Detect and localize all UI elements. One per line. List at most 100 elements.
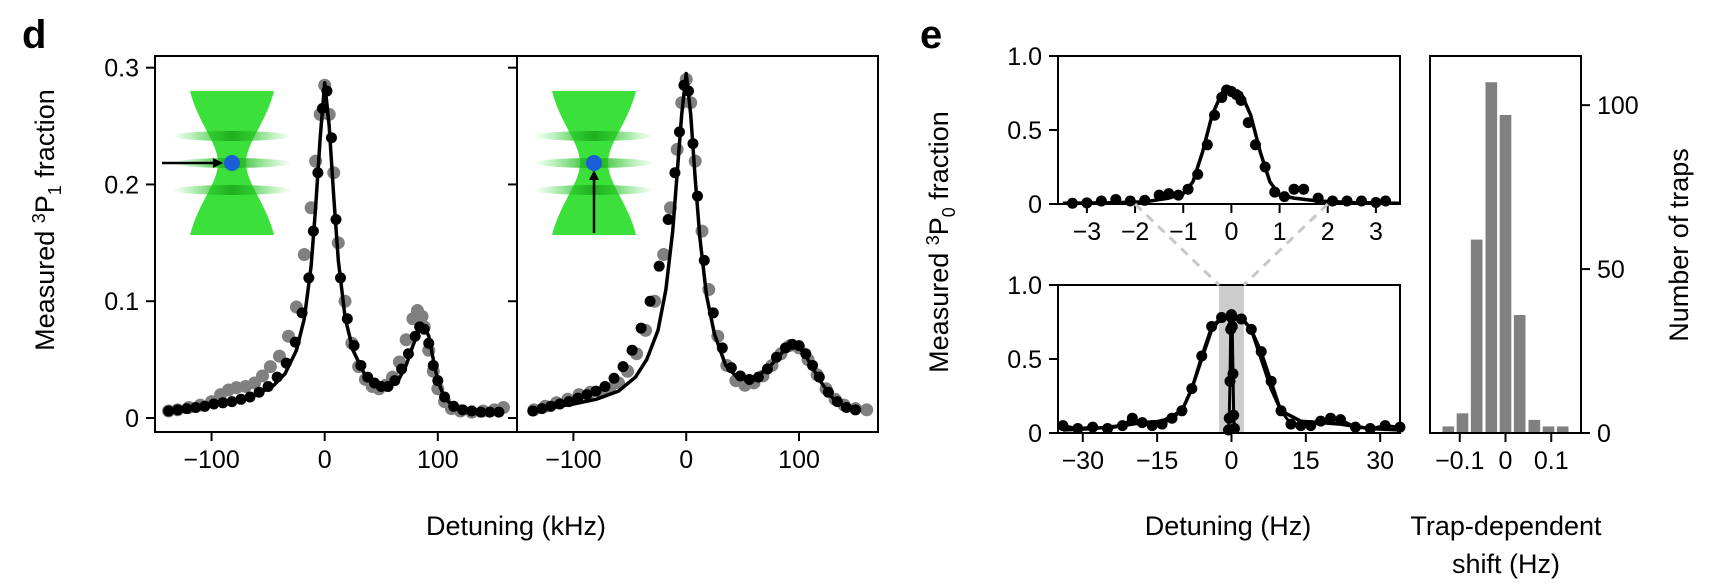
d-left-data-point [457, 404, 469, 416]
e-bottom-data-point [1146, 420, 1158, 432]
e-bottom-data-point [1364, 423, 1376, 435]
e-top-xtick-label: 2 [1321, 218, 1335, 246]
d-left-data-point [163, 405, 175, 417]
e-bottom-data-point [1057, 420, 1069, 432]
e-bottom-xtick-label: 0 [1225, 447, 1239, 475]
tweezer-radial-arrow-icon [534, 91, 654, 235]
hist-ylabel: Number of traps [1664, 148, 1694, 342]
d-right-data-point [707, 307, 719, 319]
d-left-xtick-label: 0 [318, 446, 332, 474]
d-left-data-point [439, 391, 451, 403]
d-right-data-point [698, 254, 710, 266]
d-right-data-point [608, 372, 620, 384]
d-left-data-point [262, 380, 274, 392]
hist-xtick-label: 0 [1499, 447, 1513, 475]
d-right-data-point [662, 213, 674, 225]
d-left-ytick-label: 0.1 [104, 288, 139, 316]
d-right-data-point [813, 371, 825, 383]
e-top-data-point [1259, 161, 1271, 173]
e-bottom-xtick-label: 30 [1366, 447, 1394, 475]
d-left-chart: −100 0 100 0 0.1 0.2 0.3 [104, 55, 518, 474]
d-left-data-point [312, 167, 324, 179]
d-right-data-point [770, 351, 782, 363]
e-top-xtick-label: −2 [1121, 218, 1150, 246]
e-bottom-data-point [1379, 420, 1391, 432]
e-top-data-point [1298, 183, 1310, 195]
d-left-data-point [280, 357, 292, 369]
e-bottom-ytick-label: 0.5 [1007, 346, 1042, 374]
d-left-data-point [355, 359, 367, 371]
e-top-xtick-label: 1 [1273, 218, 1287, 246]
hist-chart: −0.1 0 0.1 0 50 100 [1429, 55, 1639, 475]
e-top-data-point [1235, 94, 1247, 106]
tweezer-axial-arrow-icon [162, 91, 292, 235]
d-right-data-point [626, 344, 638, 356]
d-left-raw-point [255, 369, 269, 383]
d-left-data-point [217, 397, 229, 409]
d-right-raw-point [860, 403, 874, 417]
d-left-data-point [253, 386, 265, 398]
hist-bar [1542, 426, 1555, 433]
hist-xtick-label: 0.1 [1534, 447, 1569, 475]
e-top-data-point [1278, 191, 1290, 203]
d-right-data-point [563, 396, 575, 408]
d-right-xtick-label: 100 [778, 446, 820, 474]
e-xlabel: Detuning (Hz) [1145, 511, 1312, 541]
d-left-data-point [289, 336, 301, 348]
d-left-data-point [341, 313, 353, 325]
d-right-data-point [572, 392, 584, 404]
d-left-data-point [475, 406, 487, 418]
d-right-frame [516, 55, 879, 433]
hist-bar [1556, 426, 1569, 433]
e-top-data-point [1269, 186, 1281, 198]
e-bottom-data-point [1315, 415, 1327, 427]
d-left-data-point [208, 398, 220, 410]
e-top-data-point [1153, 189, 1165, 201]
hist-ytick-label: 50 [1597, 256, 1625, 284]
d-left-data-point [432, 375, 444, 387]
d-right-data-point [536, 403, 548, 415]
d-left-data-point [199, 400, 211, 412]
d-ylabel: Measured 3P1 fraction [29, 89, 65, 351]
d-left-data-point [396, 363, 408, 375]
hist-bar [1485, 82, 1498, 434]
d-left-data-point [181, 403, 193, 415]
hist-xlabel-line1: Trap-dependent [1410, 511, 1602, 541]
d-right-data-point [840, 401, 852, 413]
e-top-frame [1057, 55, 1401, 205]
e-bottom-data-point [1305, 420, 1317, 432]
d-right-data-point [800, 348, 812, 360]
e-ylabel: Measured 3P0 fraction [923, 111, 959, 373]
e-bottom-data-point [1245, 323, 1257, 335]
e-bottom-data-point [1156, 418, 1168, 430]
e-top-ytick-label: 0 [1028, 191, 1042, 219]
e-top-data-point [1201, 139, 1213, 151]
d-right-data-point [590, 385, 602, 397]
e-bottom-data-point [1228, 423, 1240, 435]
e-bottom-data-point [1255, 346, 1267, 358]
panel-label-d: d [22, 13, 46, 57]
d-left-data-point [244, 391, 256, 403]
e-top-data-point [1163, 188, 1175, 200]
d-left-data-point [235, 393, 247, 405]
d-right-data-point [849, 404, 861, 416]
e-bottom-data-point [1116, 420, 1128, 432]
d-right-data-point [831, 396, 843, 408]
d-left-data-point [226, 396, 238, 408]
d-right-data-point [752, 371, 764, 383]
e-bottom-data-point [1176, 405, 1188, 417]
e-bottom-data-point [1087, 421, 1099, 433]
d-left-data-point [418, 323, 430, 335]
d-left-ytick-label: 0 [125, 405, 139, 433]
d-left-raw-point [399, 333, 413, 347]
e-top-xtick-label: −3 [1073, 218, 1102, 246]
d-left-data-point [321, 85, 333, 97]
zoom-connector-left [1134, 202, 1221, 287]
e-top-ytick-label: 1.0 [1007, 43, 1042, 71]
e-bottom-data-point [1325, 412, 1337, 424]
e-bottom-data-point [1265, 375, 1277, 387]
d-right-data-point [692, 190, 703, 202]
e-bottom-data-point [1335, 414, 1347, 426]
d-left-data-point [389, 375, 401, 387]
d-left-data-point [316, 103, 328, 115]
